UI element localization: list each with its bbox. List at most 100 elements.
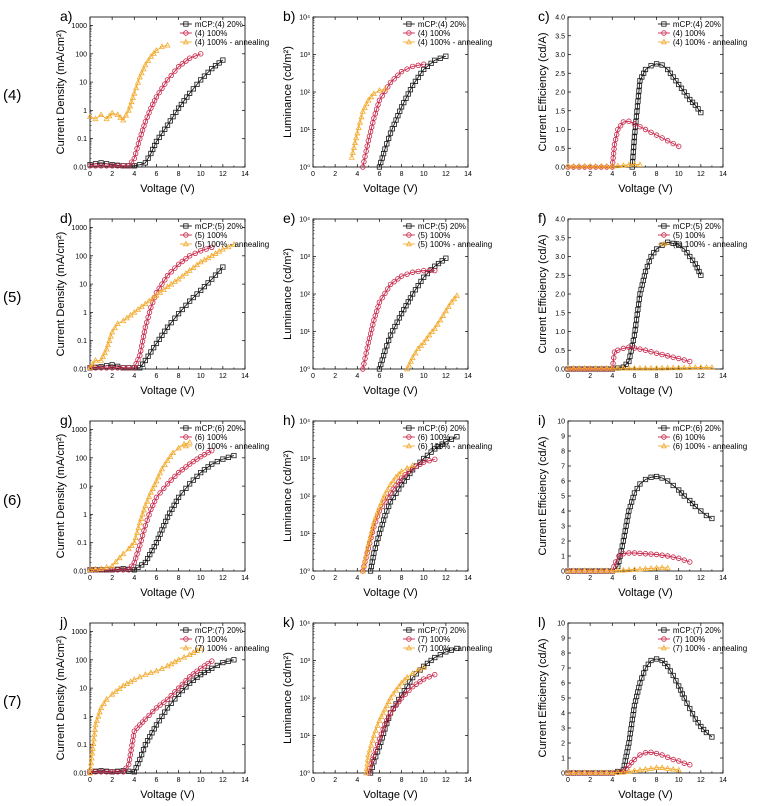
data-point xyxy=(619,543,625,549)
legend-label: (7) 100% - annealing xyxy=(195,644,269,653)
data-point xyxy=(109,362,115,368)
data-point xyxy=(366,746,373,753)
data-point xyxy=(131,155,137,162)
data-point xyxy=(575,162,583,169)
y-tick-label: 2.0 xyxy=(555,90,565,97)
data-point xyxy=(175,656,182,663)
data-point xyxy=(664,553,671,559)
x-tick-label: 12 xyxy=(219,777,227,784)
data-point xyxy=(131,163,137,169)
series-line xyxy=(362,270,435,370)
data-point xyxy=(164,696,171,703)
y-tick-label: 8 xyxy=(561,651,565,658)
data-point xyxy=(664,564,671,571)
x-tick-label: 0 xyxy=(566,171,570,178)
data-point xyxy=(220,456,226,462)
series-line xyxy=(370,436,458,572)
data-point xyxy=(587,366,593,372)
data-point xyxy=(144,319,150,325)
data-point xyxy=(635,98,641,104)
data-point xyxy=(392,473,400,480)
data-point xyxy=(198,287,204,293)
data-point xyxy=(159,713,165,720)
data-point xyxy=(134,145,140,152)
data-point xyxy=(703,729,709,736)
data-point xyxy=(426,458,432,464)
data-point xyxy=(361,361,367,367)
data-point xyxy=(421,676,427,682)
data-point xyxy=(404,66,410,72)
data-point xyxy=(651,250,657,256)
data-point xyxy=(146,109,152,116)
series-c20 xyxy=(565,473,715,574)
data-point xyxy=(387,79,394,86)
data-point xyxy=(428,657,434,664)
data-point xyxy=(159,130,165,136)
x-tick-label: 8 xyxy=(400,575,404,582)
data-point xyxy=(421,66,427,73)
data-point xyxy=(647,564,655,571)
data-point xyxy=(146,712,152,719)
x-tick-label: 4 xyxy=(610,777,614,784)
y-tick-label: 0.01 xyxy=(73,569,87,576)
data-point xyxy=(636,88,642,94)
chart-panel-k: 0 2 4 6 8 10 12 14 10⁰ 10¹ 10² 10³ 10⁴ Voltage (V) Lum… xyxy=(282,614,492,801)
legend-label: mCP:(5) 20% xyxy=(195,222,243,231)
data-point xyxy=(114,320,121,326)
data-point xyxy=(126,163,132,169)
data-point xyxy=(426,674,432,680)
data-point xyxy=(659,475,665,481)
data-point xyxy=(156,134,162,140)
chart-panel-e: 0 2 4 6 8 10 12 14 10⁰ 10¹ 10² 10³ 10⁴ Voltage (V) Lum… xyxy=(282,210,492,397)
data-point xyxy=(351,139,359,146)
data-point xyxy=(626,550,632,556)
data-point xyxy=(379,93,385,99)
data-point xyxy=(592,366,599,372)
data-point xyxy=(103,345,110,352)
data-point xyxy=(637,123,643,130)
series-line xyxy=(89,44,168,121)
data-point xyxy=(374,540,380,546)
data-point xyxy=(164,77,171,83)
data-point xyxy=(359,567,366,574)
legend-label: mCP:(4) 20% xyxy=(195,20,243,29)
data-point xyxy=(653,656,660,662)
data-point xyxy=(620,162,627,168)
data-point xyxy=(109,109,116,116)
data-point xyxy=(186,267,193,273)
legend-label: mCP:(5) 20% xyxy=(418,222,466,231)
legend: mCP:(6) 20%(6) 100%(6) 100% - annealing xyxy=(657,424,747,451)
data-point xyxy=(167,453,174,459)
data-point xyxy=(676,242,682,248)
data-point xyxy=(426,267,432,274)
data-point xyxy=(393,482,399,489)
data-point xyxy=(636,161,644,167)
data-point xyxy=(404,464,411,471)
data-point xyxy=(626,358,632,365)
data-point xyxy=(404,365,411,372)
series-cann xyxy=(348,85,389,160)
legend-marker xyxy=(183,627,189,633)
series-c20 xyxy=(376,255,449,372)
y-tick-label: 5 xyxy=(561,494,565,501)
data-point xyxy=(681,246,687,252)
data-point xyxy=(114,163,121,169)
data-point xyxy=(603,162,610,169)
x-tick-label: 12 xyxy=(219,373,227,380)
data-point xyxy=(181,653,188,660)
data-point xyxy=(564,567,572,573)
data-point xyxy=(173,109,179,116)
data-point xyxy=(109,769,115,775)
data-point xyxy=(149,485,156,491)
data-point xyxy=(432,654,438,661)
data-point xyxy=(648,551,654,557)
data-point xyxy=(158,43,166,49)
series-cann xyxy=(564,764,682,775)
data-point xyxy=(709,734,715,740)
panel-letter: c) xyxy=(538,8,550,24)
data-point xyxy=(385,698,392,704)
data-point xyxy=(676,355,682,362)
data-point xyxy=(701,726,707,733)
data-point xyxy=(123,314,130,321)
data-point xyxy=(125,545,132,552)
